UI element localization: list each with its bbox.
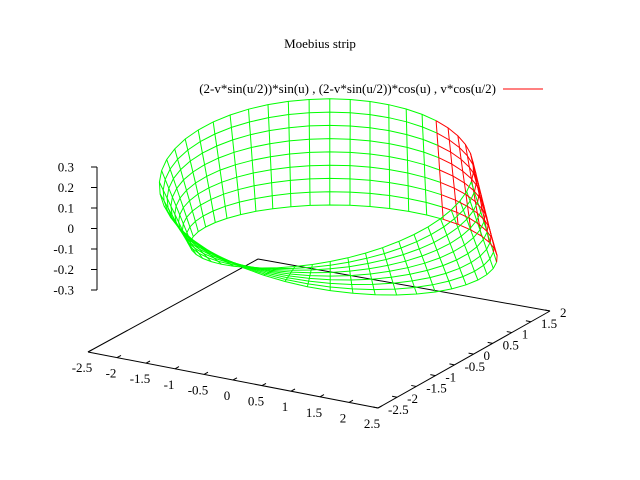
mesh-v-line	[436, 132, 477, 193]
mesh-v-line	[369, 206, 444, 220]
y-tick-mark	[487, 341, 493, 344]
y-tick-label: -2	[407, 391, 418, 406]
x-tick-mark	[261, 382, 267, 387]
tick-layer: 0.30.20.10-0.1-0.2-0.3-2.5 -2 -1.5 -1 -0.5 0 0…	[53, 160, 566, 432]
mesh-v-line	[439, 169, 486, 223]
legend-label: (2-v*sin(u/2))*sin(u) , (2-v*sin(u/2))*c…	[199, 81, 496, 96]
chart-title: Moebius strip	[284, 36, 356, 51]
x-tick-mark	[377, 405, 383, 409]
mesh-v-line	[440, 181, 489, 233]
y-tick-label: -1.5	[426, 380, 447, 395]
z-tick-label: 0.3	[58, 160, 74, 175]
mesh-v-line	[369, 179, 442, 196]
y-tick-mark	[392, 395, 398, 398]
z-tick-label: -0.1	[53, 242, 74, 257]
mesh-v-line	[181, 177, 479, 271]
y-tick-label: -1	[445, 370, 456, 385]
mesh-v-line	[369, 192, 443, 208]
mesh-v-line	[170, 138, 488, 281]
y-tick-mark	[525, 320, 531, 323]
y-axis-line	[377, 310, 551, 409]
back-left-edge	[87, 258, 259, 353]
z-tick-label: -0.2	[53, 262, 74, 277]
x-tick-mark	[145, 360, 151, 364]
x-tick-mark	[116, 354, 122, 359]
x-tick-mark	[290, 388, 296, 392]
x-tick-label: -2	[106, 366, 117, 381]
x-tick-label: 0	[224, 388, 231, 403]
z-tick-label: 0	[68, 221, 75, 236]
mesh-v-line	[189, 181, 472, 269]
y-tick-label: -2.5	[388, 402, 409, 417]
mesh-v-line	[437, 144, 480, 203]
x-tick-label: -1.5	[130, 371, 151, 386]
y-tick-label: 0.5	[503, 337, 519, 352]
mesh-v-line	[438, 157, 483, 213]
x-tick-mark	[174, 366, 180, 370]
mesh-v-line	[178, 164, 482, 274]
mesh-v-line	[369, 140, 439, 159]
mesh-v-line	[441, 194, 492, 243]
y-tick-label: 1.5	[541, 316, 557, 331]
mesh-v-line	[174, 151, 485, 277]
mesh-v-line	[369, 166, 441, 183]
x-tick-mark	[319, 394, 325, 398]
mesh-v-line	[435, 120, 474, 183]
y-tick-mark	[411, 384, 417, 387]
legend: (2-v*sin(u/2))*sin(u) , (2-v*sin(u/2))*c…	[199, 81, 543, 96]
y-tick-mark	[372, 406, 379, 409]
mesh-v-line	[166, 124, 491, 286]
mesh-v-line	[369, 127, 439, 146]
y-tick-mark	[544, 309, 551, 312]
surface-mesh	[158, 98, 498, 296]
y-tick-label: 0	[484, 348, 491, 363]
x-tick-label: 1.5	[306, 405, 322, 420]
x-tick-mark	[232, 377, 238, 381]
x-tick-label: -1	[164, 377, 175, 392]
x-tick-label: -0.5	[188, 382, 209, 397]
x-tick-label: 2.5	[364, 416, 380, 431]
mesh-v-line	[369, 101, 437, 122]
mesh-v-line	[442, 206, 495, 253]
mesh-v-line	[185, 191, 475, 270]
mesh-v-line	[162, 111, 494, 291]
z-tick-label: 0.2	[58, 180, 74, 195]
y-tick-mark	[430, 374, 436, 377]
y-tick-mark	[468, 352, 474, 355]
x-tick-mark	[87, 349, 93, 353]
z-tick-label: 0.1	[58, 201, 74, 216]
x-tick-label: 1	[282, 399, 289, 414]
mesh-v-line	[369, 114, 438, 134]
y-tick-label: 1	[522, 327, 529, 342]
y-tick-label: 2	[560, 305, 567, 320]
x-tick-mark	[203, 371, 209, 375]
y-tick-mark	[506, 331, 512, 334]
x-tick-label: 2	[340, 410, 347, 425]
y-tick-mark	[449, 363, 455, 366]
x-tick-label: 0.5	[248, 394, 264, 409]
y-tick-label: -0.5	[464, 359, 485, 374]
mesh-v-line	[369, 153, 440, 171]
x-tick-mark	[348, 399, 354, 403]
x-tick-label: -2.5	[72, 360, 93, 375]
z-tick-label: -0.3	[53, 283, 74, 298]
